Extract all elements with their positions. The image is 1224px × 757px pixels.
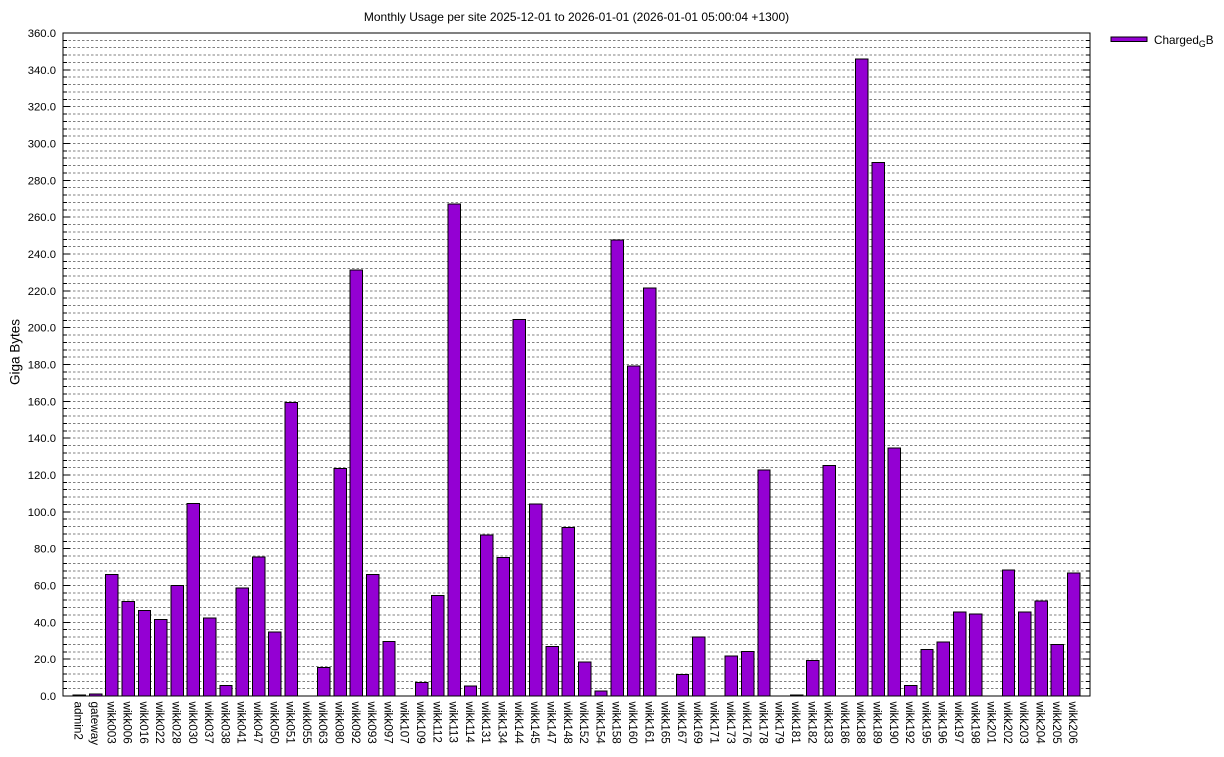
svg-text:160.0: 160.0 bbox=[28, 396, 56, 408]
svg-text:Giga Bytes: Giga Bytes bbox=[8, 319, 23, 385]
svg-text:60.0: 60.0 bbox=[34, 581, 56, 593]
svg-text:wikk093: wikk093 bbox=[365, 701, 378, 744]
svg-text:wikk080: wikk080 bbox=[333, 701, 346, 745]
svg-text:wikk003: wikk003 bbox=[104, 701, 117, 744]
svg-text:wikk114: wikk114 bbox=[463, 701, 476, 744]
svg-text:wikk006: wikk006 bbox=[121, 701, 134, 744]
svg-text:280.0: 280.0 bbox=[28, 175, 56, 187]
svg-text:wikk112: wikk112 bbox=[430, 701, 443, 743]
svg-text:300.0: 300.0 bbox=[28, 139, 56, 151]
svg-text:wikk176: wikk176 bbox=[740, 701, 753, 744]
svg-text:wikk134: wikk134 bbox=[496, 701, 509, 745]
svg-text:80.0: 80.0 bbox=[34, 544, 56, 556]
svg-text:wikk201: wikk201 bbox=[985, 701, 998, 744]
svg-text:0.0: 0.0 bbox=[40, 691, 56, 703]
svg-text:wikk107: wikk107 bbox=[398, 701, 411, 744]
svg-text:wikk173: wikk173 bbox=[724, 701, 737, 744]
svg-text:wikk190: wikk190 bbox=[887, 701, 900, 745]
svg-text:wikk196: wikk196 bbox=[936, 701, 949, 744]
svg-text:wikk092: wikk092 bbox=[349, 701, 362, 744]
svg-text:wikk165: wikk165 bbox=[659, 701, 672, 745]
svg-text:wikk047: wikk047 bbox=[251, 701, 264, 744]
svg-text:wikk113: wikk113 bbox=[447, 701, 460, 743]
svg-text:wikk186: wikk186 bbox=[838, 701, 851, 744]
svg-text:wikk050: wikk050 bbox=[267, 701, 280, 745]
svg-text:wikk161: wikk161 bbox=[642, 701, 655, 744]
svg-text:wikk148: wikk148 bbox=[561, 701, 574, 744]
svg-text:240.0: 240.0 bbox=[28, 249, 56, 261]
svg-text:wikk016: wikk016 bbox=[137, 701, 150, 744]
svg-text:140.0: 140.0 bbox=[28, 433, 56, 445]
svg-text:200.0: 200.0 bbox=[28, 323, 56, 335]
svg-text:wikk171: wikk171 bbox=[707, 701, 720, 744]
svg-text:wikk037: wikk037 bbox=[202, 701, 215, 744]
svg-text:wikk158: wikk158 bbox=[610, 701, 623, 744]
svg-text:wikk055: wikk055 bbox=[300, 701, 313, 745]
svg-text:wikk183: wikk183 bbox=[822, 701, 835, 744]
svg-text:wikk179: wikk179 bbox=[773, 701, 786, 744]
svg-text:wikk022: wikk022 bbox=[153, 701, 166, 744]
svg-text:wikk038: wikk038 bbox=[218, 701, 231, 744]
svg-text:wikk131: wikk131 bbox=[479, 701, 492, 744]
svg-text:wikk188: wikk188 bbox=[854, 701, 867, 744]
svg-text:wikk109: wikk109 bbox=[414, 701, 427, 744]
svg-text:wikk195: wikk195 bbox=[919, 701, 932, 745]
svg-text:180.0: 180.0 bbox=[28, 360, 56, 372]
svg-text:320.0: 320.0 bbox=[28, 102, 56, 114]
svg-text:wikk145: wikk145 bbox=[528, 701, 541, 745]
svg-text:ChargedGB: ChargedGB bbox=[1154, 34, 1214, 49]
svg-text:wikk204: wikk204 bbox=[1034, 701, 1047, 745]
svg-text:wikk181: wikk181 bbox=[789, 701, 802, 744]
svg-text:wikk189: wikk189 bbox=[870, 701, 883, 744]
svg-text:40.0: 40.0 bbox=[34, 617, 56, 629]
svg-text:wikk205: wikk205 bbox=[1050, 701, 1063, 745]
svg-text:wikk197: wikk197 bbox=[952, 701, 965, 744]
svg-text:wikk169: wikk169 bbox=[691, 701, 704, 744]
svg-text:wikk178: wikk178 bbox=[756, 701, 769, 744]
svg-text:360.0: 360.0 bbox=[28, 28, 56, 40]
svg-text:220.0: 220.0 bbox=[28, 286, 56, 298]
svg-text:wikk028: wikk028 bbox=[170, 701, 183, 744]
svg-text:100.0: 100.0 bbox=[28, 507, 56, 519]
svg-text:340.0: 340.0 bbox=[28, 65, 56, 77]
svg-text:wikk198: wikk198 bbox=[968, 701, 981, 744]
svg-text:wikk030: wikk030 bbox=[186, 701, 199, 745]
svg-text:wikk144: wikk144 bbox=[512, 701, 525, 745]
svg-text:wikk192: wikk192 bbox=[903, 701, 916, 744]
svg-text:wikk097: wikk097 bbox=[381, 701, 394, 744]
svg-text:admin2: admin2 bbox=[72, 702, 85, 740]
svg-text:wikk063: wikk063 bbox=[316, 701, 329, 744]
svg-text:Monthly Usage per site 2025-12: Monthly Usage per site 2025-12-01 to 202… bbox=[364, 10, 789, 24]
svg-text:120.0: 120.0 bbox=[28, 470, 56, 482]
svg-text:260.0: 260.0 bbox=[28, 212, 56, 224]
svg-text:wikk041: wikk041 bbox=[235, 701, 248, 744]
svg-text:wikk160: wikk160 bbox=[626, 701, 639, 745]
svg-text:gateway: gateway bbox=[88, 702, 101, 746]
svg-text:wikk152: wikk152 bbox=[577, 701, 590, 744]
svg-text:wikk202: wikk202 bbox=[1001, 701, 1014, 744]
svg-text:wikk051: wikk051 bbox=[284, 701, 297, 744]
svg-text:wikk154: wikk154 bbox=[593, 701, 606, 745]
svg-text:wikk147: wikk147 bbox=[544, 701, 557, 744]
svg-text:wikk167: wikk167 bbox=[675, 701, 688, 744]
svg-text:wikk203: wikk203 bbox=[1017, 701, 1030, 744]
svg-text:20.0: 20.0 bbox=[34, 654, 56, 666]
svg-text:wikk206: wikk206 bbox=[1066, 701, 1079, 744]
svg-text:wikk182: wikk182 bbox=[805, 701, 818, 744]
